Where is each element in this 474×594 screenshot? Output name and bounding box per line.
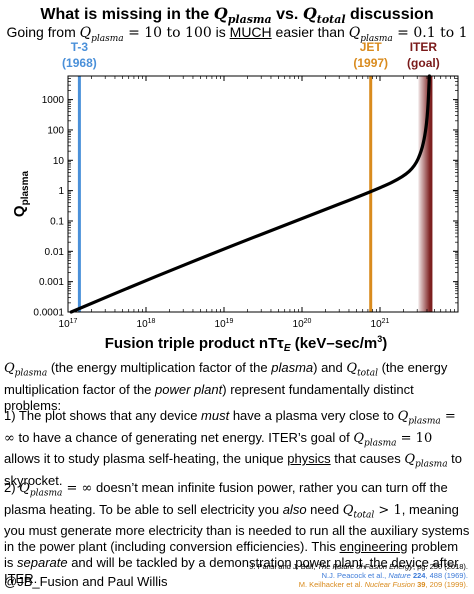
y-tick-label: 0.001 (39, 277, 64, 288)
plot-frame (67, 75, 459, 313)
iter-year-label: (goal) (407, 56, 440, 70)
y-tick-label: 0.01 (45, 247, 65, 258)
y-tick-label: 100 (47, 125, 64, 136)
y-tick-label: 10 (53, 156, 65, 167)
iter-goal-band (418, 76, 433, 312)
y-tick-label: 1 (58, 186, 64, 197)
jet-label: JET (360, 40, 383, 54)
chart: 0.0001 0.001 0.01 0.1 1 10 100 1000 1017 1018 1019… (11, 40, 459, 354)
paragraph-q-definitions: Qplasma (the energy multiplication facto… (4, 360, 448, 413)
paragraph-point-2: 2) Qplasma = ∞ doesn’t mean infinite fus… (4, 480, 470, 587)
x-axis-label: Fusion triple product nTτE (keV–sec/m3) (105, 334, 388, 354)
t-3-label: T-3 (71, 40, 89, 54)
reference-2: N.J. Peacock et al., Nature 224, 488 (19… (321, 571, 468, 580)
x-tick-label: 1021 (371, 318, 390, 330)
q-plasma-curve (69, 74, 431, 314)
x-tick-label: 1017 (59, 318, 78, 330)
author-credit: @JB_Fusion and Paul Willis (4, 574, 168, 589)
x-tick-label: 1018 (137, 318, 156, 330)
t-3-year-label: (1968) (62, 56, 97, 70)
references: J. Parisi and J. Ball, The Future of Fus… (250, 562, 468, 589)
y-axis-label: Qplasma (11, 170, 31, 217)
x-tick-label: 1019 (215, 318, 234, 330)
jet-year-label: (1997) (353, 56, 388, 70)
page-title: What is missing in the Qplasma vs. Qtota… (40, 4, 434, 27)
paragraph-point-1: 1) The plot shows that any device must h… (4, 408, 463, 488)
y-tick-label: 0.1 (50, 216, 64, 227)
reference-1: J. Parisi and J. Ball, The Future of Fus… (249, 562, 468, 571)
y-tick-label: 0.0001 (33, 308, 64, 319)
y-tick-label: 1000 (42, 95, 65, 106)
iter-label: ITER (410, 40, 438, 54)
x-tick-label: 1020 (293, 318, 312, 330)
reference-3: M. Keilhacker et al. Nuclear Fusion 39, … (298, 580, 468, 589)
page-subtitle: Going from Qplasma = 10 to 100 is MUCH e… (6, 24, 468, 44)
